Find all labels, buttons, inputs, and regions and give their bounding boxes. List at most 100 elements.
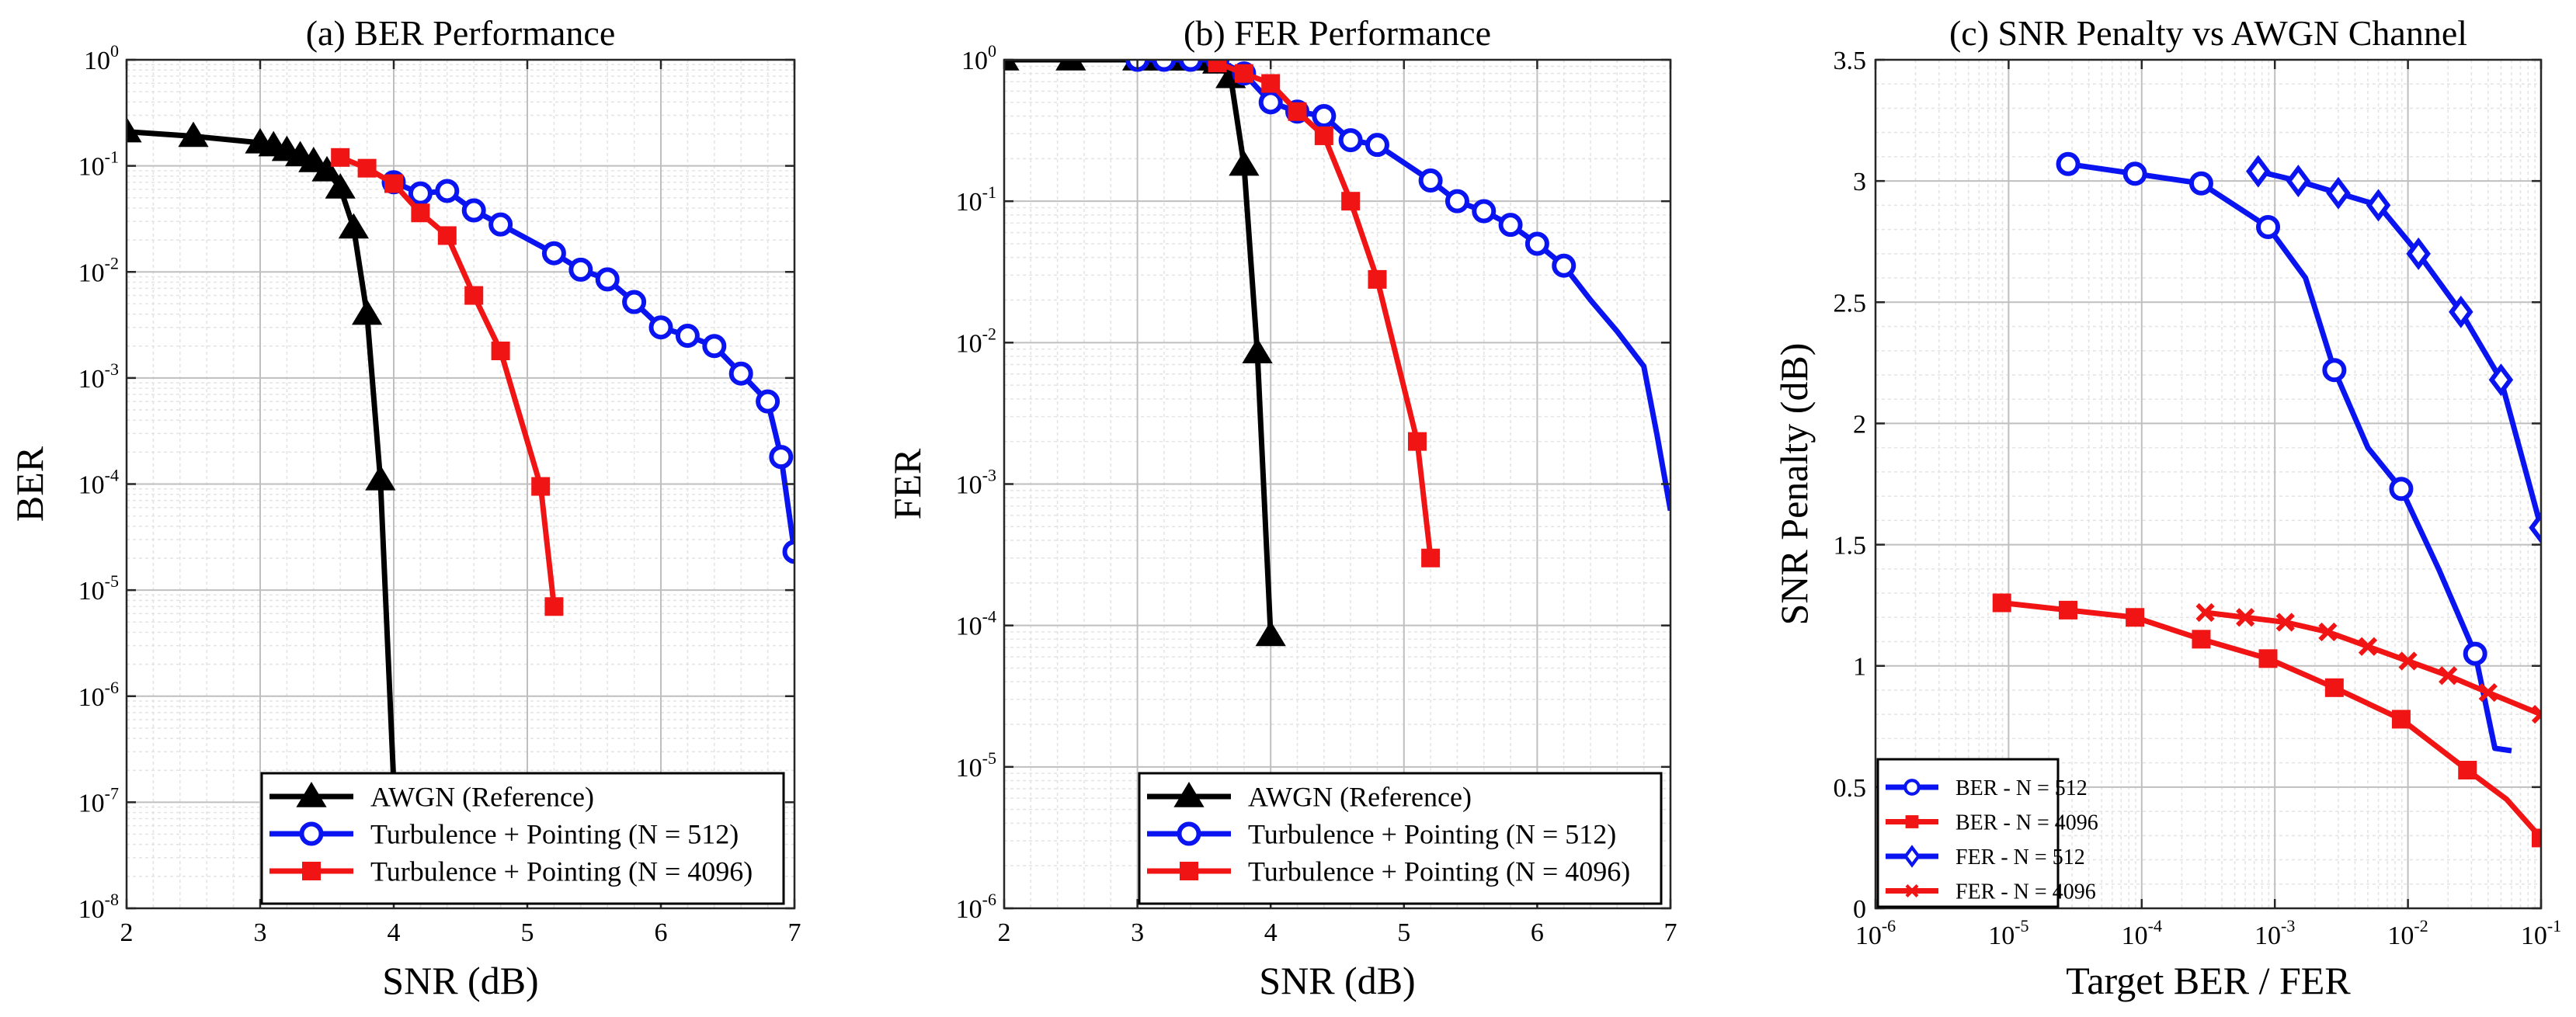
tick-marks bbox=[125, 58, 796, 910]
y-tick-label: 100 bbox=[84, 41, 119, 75]
marker-circle bbox=[2122, 161, 2147, 186]
y-tick-label: 10-1 bbox=[956, 182, 996, 217]
marker-diamond bbox=[2449, 295, 2473, 328]
legend-swatch-marker bbox=[1173, 782, 1205, 807]
legend-item: FER - N = 512 bbox=[1886, 845, 2085, 869]
marker-circle bbox=[1552, 253, 1577, 278]
y-axis-label: FER bbox=[885, 448, 929, 519]
marker-circle bbox=[782, 540, 794, 564]
marker-triangle bbox=[1229, 150, 1260, 176]
series-markers-3 bbox=[1208, 60, 1441, 568]
x-tick-label: 6 bbox=[1531, 918, 1544, 947]
marker-square bbox=[384, 174, 403, 193]
marker-square bbox=[1368, 269, 1387, 289]
series-markers-1 bbox=[127, 116, 396, 491]
legend-item: BER - N = 4096 bbox=[1886, 810, 2098, 835]
marker-x bbox=[2358, 637, 2378, 656]
marker-circle bbox=[568, 257, 593, 282]
marker-circle bbox=[648, 315, 673, 340]
marker-circle bbox=[675, 324, 700, 349]
marker-circle bbox=[1418, 168, 1443, 193]
x-tick-label: 3 bbox=[1131, 918, 1144, 947]
legend-item: AWGN (Reference) bbox=[1147, 782, 1472, 813]
x-tick-label: 4 bbox=[388, 918, 401, 947]
legend: AWGN (Reference) Turbulence + Pointing (N… bbox=[1138, 772, 1663, 905]
marker-circle bbox=[1152, 60, 1177, 72]
y-tick-label: 10-3 bbox=[956, 466, 996, 500]
marker-square bbox=[464, 286, 484, 305]
marker-circle bbox=[1178, 60, 1203, 72]
series-markers-2 bbox=[1992, 593, 2541, 848]
tick-marks bbox=[1003, 58, 1672, 910]
marker-square bbox=[357, 158, 377, 178]
legend: AWGN (Reference) Turbulence + Pointing (N… bbox=[260, 772, 785, 905]
marker-circle bbox=[702, 334, 727, 359]
x-tick-label: 6 bbox=[655, 918, 668, 947]
x-tick-label: 7 bbox=[1664, 918, 1677, 947]
legend-label: AWGN (Reference) bbox=[1248, 782, 1472, 813]
marker-square bbox=[2391, 710, 2411, 729]
marker-triangle bbox=[338, 213, 370, 239]
marker-circle bbox=[1364, 133, 1389, 158]
marker-diamond bbox=[2488, 363, 2514, 397]
marker-diamond bbox=[2529, 511, 2541, 544]
chart-title: (c) SNR Penalty vs AWGN Channel bbox=[1949, 13, 2467, 53]
marker-circle bbox=[1524, 231, 1549, 256]
series-markers-4 bbox=[2195, 602, 2541, 724]
marker-circle bbox=[461, 198, 486, 223]
y-tick-label: 2.5 bbox=[1834, 289, 1867, 318]
y-tick-label: 10-5 bbox=[78, 571, 119, 606]
grid bbox=[127, 60, 794, 908]
legend-item: AWGN (Reference) bbox=[269, 782, 594, 813]
marker-square bbox=[531, 477, 551, 496]
y-tick-label: 10-5 bbox=[956, 748, 996, 783]
marker-triangle bbox=[127, 116, 142, 143]
tick-labels: 10-6 10-5 10-4 10-3 10-2 10-1 0 0.5 1 1.5 2 2.5 3 3.5 bbox=[1834, 47, 2562, 950]
marker-square bbox=[437, 226, 457, 245]
marker-square bbox=[1905, 815, 1919, 828]
marker-circle bbox=[1312, 103, 1337, 128]
y-tick-label: 3 bbox=[1853, 168, 1866, 196]
legend-label: FER - N = 512 bbox=[1955, 845, 2085, 869]
marker-triangle bbox=[311, 155, 342, 182]
marker-x bbox=[2531, 710, 2541, 724]
legend-label: BER - N = 4096 bbox=[1955, 810, 2098, 835]
marker-circle bbox=[2256, 214, 2281, 239]
marker-diamond bbox=[2366, 189, 2391, 222]
series-markers-3 bbox=[2246, 154, 2541, 544]
marker-circle bbox=[1258, 90, 1283, 115]
tick-labels: 2 3 4 5 6 7 10-8 10-7 10-6 10-5 10-4 10-3 10-2 10-1 10… bbox=[78, 41, 801, 947]
marker-square bbox=[1421, 548, 1441, 568]
marker-circle bbox=[435, 179, 460, 203]
marker-square bbox=[491, 341, 510, 360]
x-axis-label: SNR (dB) bbox=[382, 959, 538, 1002]
legend-label: BER - N = 512 bbox=[1955, 776, 2088, 800]
marker-circle bbox=[2463, 641, 2487, 666]
marker-x bbox=[2195, 602, 2215, 623]
series-markers-3 bbox=[331, 148, 564, 616]
x-tick-label: 10-2 bbox=[2387, 916, 2428, 950]
marker-x bbox=[1905, 884, 1919, 897]
marker-square bbox=[1314, 126, 1333, 145]
legend-swatch-marker bbox=[1905, 815, 1919, 828]
legend-swatch-marker bbox=[296, 782, 327, 807]
y-tick-label: 10-1 bbox=[78, 148, 119, 182]
marker-square bbox=[2324, 678, 2344, 697]
x-tick-label: 10-3 bbox=[2254, 916, 2295, 950]
marker-circle bbox=[595, 267, 620, 292]
legend-swatch-marker bbox=[299, 821, 324, 846]
chart-title: (b) FER Performance bbox=[1184, 13, 1491, 53]
marker-square bbox=[544, 597, 564, 616]
marker-square bbox=[1261, 74, 1281, 93]
legend-label: Turbulence + Pointing (N = 512) bbox=[370, 819, 739, 850]
marker-square bbox=[1407, 432, 1427, 451]
legend-label: Turbulence + Pointing (N = 512) bbox=[1248, 819, 1616, 850]
legend-item: Turbulence + Pointing (N = 4096) bbox=[269, 856, 753, 887]
marker-triangle bbox=[298, 147, 329, 172]
marker-square bbox=[2532, 828, 2541, 848]
y-axis-label: BER bbox=[8, 446, 51, 522]
marker-square bbox=[1180, 862, 1198, 880]
marker-diamond bbox=[2286, 165, 2311, 198]
marker-square bbox=[331, 148, 350, 167]
